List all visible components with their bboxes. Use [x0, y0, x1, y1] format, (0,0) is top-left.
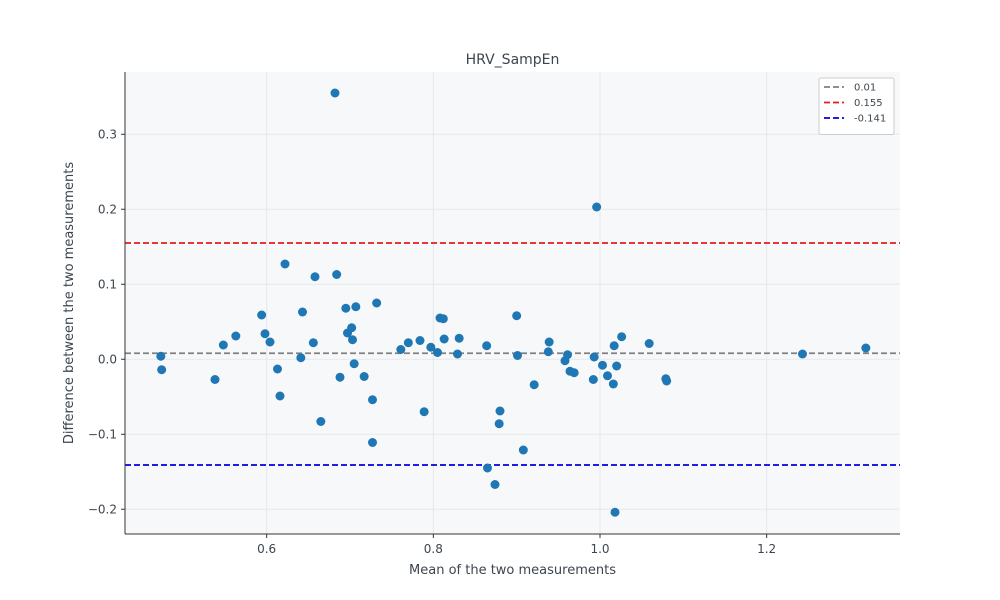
- data-point: [598, 360, 607, 370]
- y-tick-label: −0.2: [88, 502, 117, 516]
- x-axis-label: Mean of the two measurements: [409, 563, 616, 578]
- grid: [125, 72, 900, 534]
- data-point: [210, 375, 220, 384]
- data-point: [341, 303, 351, 313]
- data-point: [349, 359, 359, 369]
- y-tick-label: 0.0: [98, 352, 117, 366]
- data-point: [589, 352, 599, 362]
- data-point: [403, 338, 413, 348]
- data-point: [518, 445, 528, 455]
- legend-label: -0.141: [854, 114, 886, 125]
- data-point: [396, 345, 406, 354]
- data-point: [335, 372, 345, 382]
- legend-box: [818, 77, 895, 135]
- data-point: [610, 507, 620, 517]
- reference-lines: [125, 242, 900, 466]
- data-point: [218, 340, 228, 350]
- data-point: [296, 353, 306, 363]
- data-point: [347, 323, 357, 333]
- data-point: [368, 395, 377, 405]
- plot-area: [125, 72, 900, 534]
- data-point: [372, 298, 382, 308]
- data-point: [415, 336, 425, 345]
- x-tick-label: 1.0: [590, 542, 609, 556]
- data-point: [265, 337, 275, 347]
- data-point: [260, 329, 270, 339]
- y-tick-label: −0.1: [88, 427, 117, 441]
- data-point: [662, 376, 672, 386]
- data-point: [529, 380, 539, 390]
- data-point: [298, 307, 307, 317]
- x-tick-label: 1.2: [757, 542, 776, 556]
- data-point: [453, 349, 462, 359]
- data-point: [275, 391, 285, 401]
- data-point: [156, 351, 166, 361]
- data-point: [359, 372, 369, 381]
- data-point: [609, 341, 619, 351]
- data-point: [368, 438, 377, 447]
- data-point: [513, 351, 522, 360]
- data-point: [644, 339, 654, 348]
- legend: 0.01 0.155 -0.141: [818, 77, 895, 135]
- axes: [124, 72, 900, 535]
- data-point: [494, 419, 504, 429]
- x-tick-label: 0.6: [257, 542, 276, 556]
- data-point: [592, 202, 602, 212]
- y-tick-label: 0.2: [98, 202, 117, 216]
- data-point: [426, 342, 436, 352]
- legend-label: 0.155: [854, 98, 883, 109]
- data-point: [231, 331, 241, 341]
- data-point: [603, 371, 612, 381]
- data-point: [544, 337, 554, 347]
- data-point: [495, 406, 505, 416]
- data-point: [454, 333, 464, 343]
- data-point: [588, 375, 598, 384]
- chart-title: HRV_SampEn: [466, 52, 560, 68]
- data-point: [543, 347, 553, 357]
- data-point: [482, 341, 492, 351]
- data-point: [310, 272, 320, 282]
- data-point: [330, 88, 340, 98]
- data-point: [512, 311, 522, 321]
- data-point: [617, 332, 627, 342]
- data-point: [438, 314, 448, 324]
- data-point: [332, 270, 342, 279]
- data-point: [419, 407, 429, 417]
- data-point: [273, 364, 282, 374]
- data-points: [156, 88, 871, 517]
- data-point: [351, 302, 361, 312]
- data-point: [483, 463, 492, 473]
- data-point: [439, 334, 449, 344]
- data-point: [308, 338, 318, 348]
- y-axis-label: Difference between the two measurements: [62, 162, 77, 444]
- data-point: [316, 417, 326, 426]
- y-tick-label: 0.1: [98, 277, 117, 291]
- data-point: [861, 343, 871, 353]
- data-point: [563, 350, 572, 360]
- x-tick-label: 0.8: [424, 542, 443, 556]
- data-point: [490, 480, 500, 489]
- data-point: [348, 335, 357, 345]
- ticks: 0.6 0.8 1.0 1.2 −0.2 −0.1 0.0 0.1 0.2 0.3: [88, 127, 776, 556]
- data-point: [798, 349, 807, 359]
- data-point: [608, 379, 618, 389]
- y-tick-label: 0.3: [98, 127, 117, 141]
- legend-label: 0.01: [854, 83, 876, 94]
- data-point: [257, 310, 267, 320]
- data-point: [612, 361, 622, 371]
- data-point: [433, 348, 442, 357]
- data-point: [157, 365, 167, 375]
- data-point: [569, 368, 579, 378]
- data-point: [280, 259, 290, 269]
